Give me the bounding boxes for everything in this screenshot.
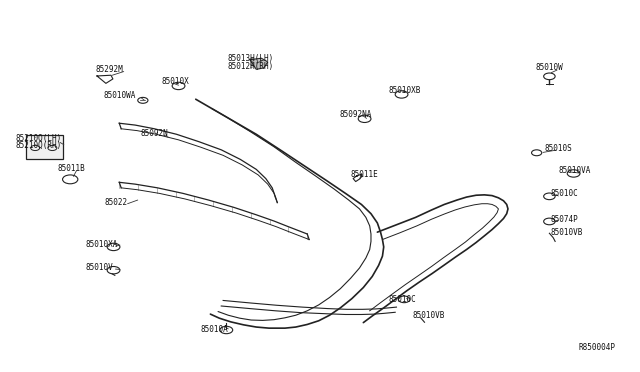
Text: 85292M: 85292M	[96, 65, 124, 74]
Text: 85012H(RH): 85012H(RH)	[228, 61, 274, 71]
Text: 85210Q(LH): 85210Q(LH)	[15, 134, 61, 143]
Text: 85011B: 85011B	[58, 164, 85, 173]
Text: 85013H(LH): 85013H(LH)	[228, 54, 274, 63]
Text: 85092N: 85092N	[140, 129, 168, 138]
Text: 85010XA: 85010XA	[86, 240, 118, 249]
Text: 85010WA: 85010WA	[103, 91, 136, 100]
FancyBboxPatch shape	[26, 135, 63, 160]
Text: 85010VB: 85010VB	[412, 311, 445, 320]
Text: 85010XB: 85010XB	[389, 86, 421, 95]
Text: 85011E: 85011E	[351, 170, 378, 179]
Text: 85010S: 85010S	[544, 144, 572, 153]
Text: 85010V: 85010V	[86, 263, 113, 272]
Text: 85210Q(RH): 85210Q(RH)	[15, 141, 61, 150]
Text: 85010W: 85010W	[536, 62, 563, 72]
Text: 85074P: 85074P	[550, 215, 579, 224]
Text: 85092NA: 85092NA	[339, 109, 371, 119]
Text: 85010VB: 85010VB	[550, 228, 583, 237]
Text: 85010X: 85010X	[162, 77, 189, 86]
Text: 85010C: 85010C	[550, 189, 579, 198]
Polygon shape	[250, 58, 268, 69]
Text: 85010A: 85010A	[200, 325, 228, 334]
Text: R850004P: R850004P	[578, 343, 615, 352]
Text: 85010C: 85010C	[389, 295, 417, 304]
Text: 85022: 85022	[104, 198, 128, 207]
Text: 85010VA: 85010VA	[559, 166, 591, 175]
